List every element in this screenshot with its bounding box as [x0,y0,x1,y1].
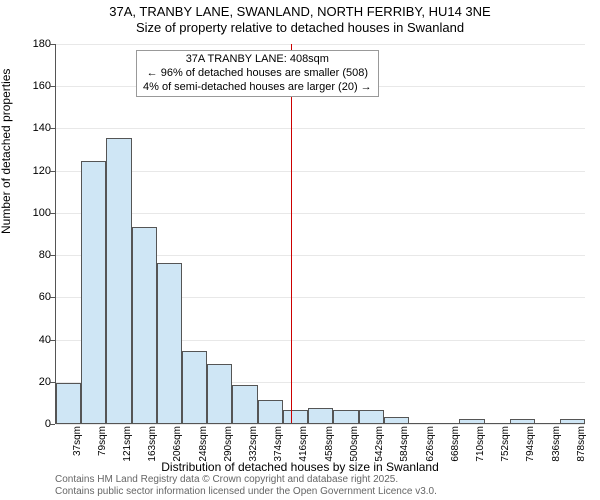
histogram-bar [359,410,384,423]
ytick-label: 0 [21,418,51,430]
annotation-box: 37A TRANBY LANE: 408sqm ← 96% of detache… [136,50,379,97]
histogram-bar [106,138,131,423]
footer-line1: Contains HM Land Registry data © Crown c… [55,474,437,486]
ytick-mark [50,382,55,383]
ytick-label: 80 [21,249,51,261]
ytick-mark [50,128,55,129]
ytick-mark [50,255,55,256]
annotation-line2: ← 96% of detached houses are smaller (50… [143,67,372,81]
histogram-bar [258,400,283,423]
histogram-bar [283,410,308,423]
chart-title: 37A, TRANBY LANE, SWANLAND, NORTH FERRIB… [0,4,600,37]
ytick-label: 40 [21,334,51,346]
ytick-label: 160 [21,80,51,92]
histogram-bar [232,385,257,423]
footer-line2: Contains public sector information licen… [55,486,437,498]
ytick-label: 100 [21,207,51,219]
gridline [56,128,585,129]
histogram-bar [132,227,157,423]
histogram-bar [560,419,585,423]
histogram-bar [384,417,409,423]
chart-container: 37A, TRANBY LANE, SWANLAND, NORTH FERRIB… [0,0,600,500]
ytick-label: 120 [21,165,51,177]
y-axis-label: Number of detached properties [0,69,13,234]
histogram-bar [459,419,484,423]
ytick-mark [50,44,55,45]
title-line1: 37A, TRANBY LANE, SWANLAND, NORTH FERRIB… [0,4,600,20]
histogram-bar [182,351,207,423]
ytick-label: 20 [21,376,51,388]
histogram-bar [333,410,358,423]
gridline [56,171,585,172]
footer: Contains HM Land Registry data © Crown c… [55,474,437,497]
annotation-line1: 37A TRANBY LANE: 408sqm [143,53,372,67]
gridline [56,44,585,45]
annotation-line3: 4% of semi-detached houses are larger (2… [143,81,372,95]
title-line2: Size of property relative to detached ho… [0,20,600,36]
ytick-label: 180 [21,38,51,50]
histogram-bar [157,263,182,423]
histogram-bar [81,161,106,423]
gridline [56,213,585,214]
histogram-bar [207,364,232,423]
ytick-mark [50,340,55,341]
plot-area: 37A TRANBY LANE: 408sqm ← 96% of detache… [55,44,585,424]
histogram-bar [510,419,535,423]
x-axis-label: Distribution of detached houses by size … [0,460,600,474]
gridline [56,424,585,425]
ytick-mark [50,171,55,172]
ytick-mark [50,86,55,87]
reference-line [291,44,292,423]
histogram-bar [56,383,81,423]
ytick-label: 140 [21,122,51,134]
histogram-bar [308,408,333,423]
ytick-mark [50,297,55,298]
ytick-label: 60 [21,291,51,303]
ytick-mark [50,213,55,214]
ytick-mark [50,424,55,425]
